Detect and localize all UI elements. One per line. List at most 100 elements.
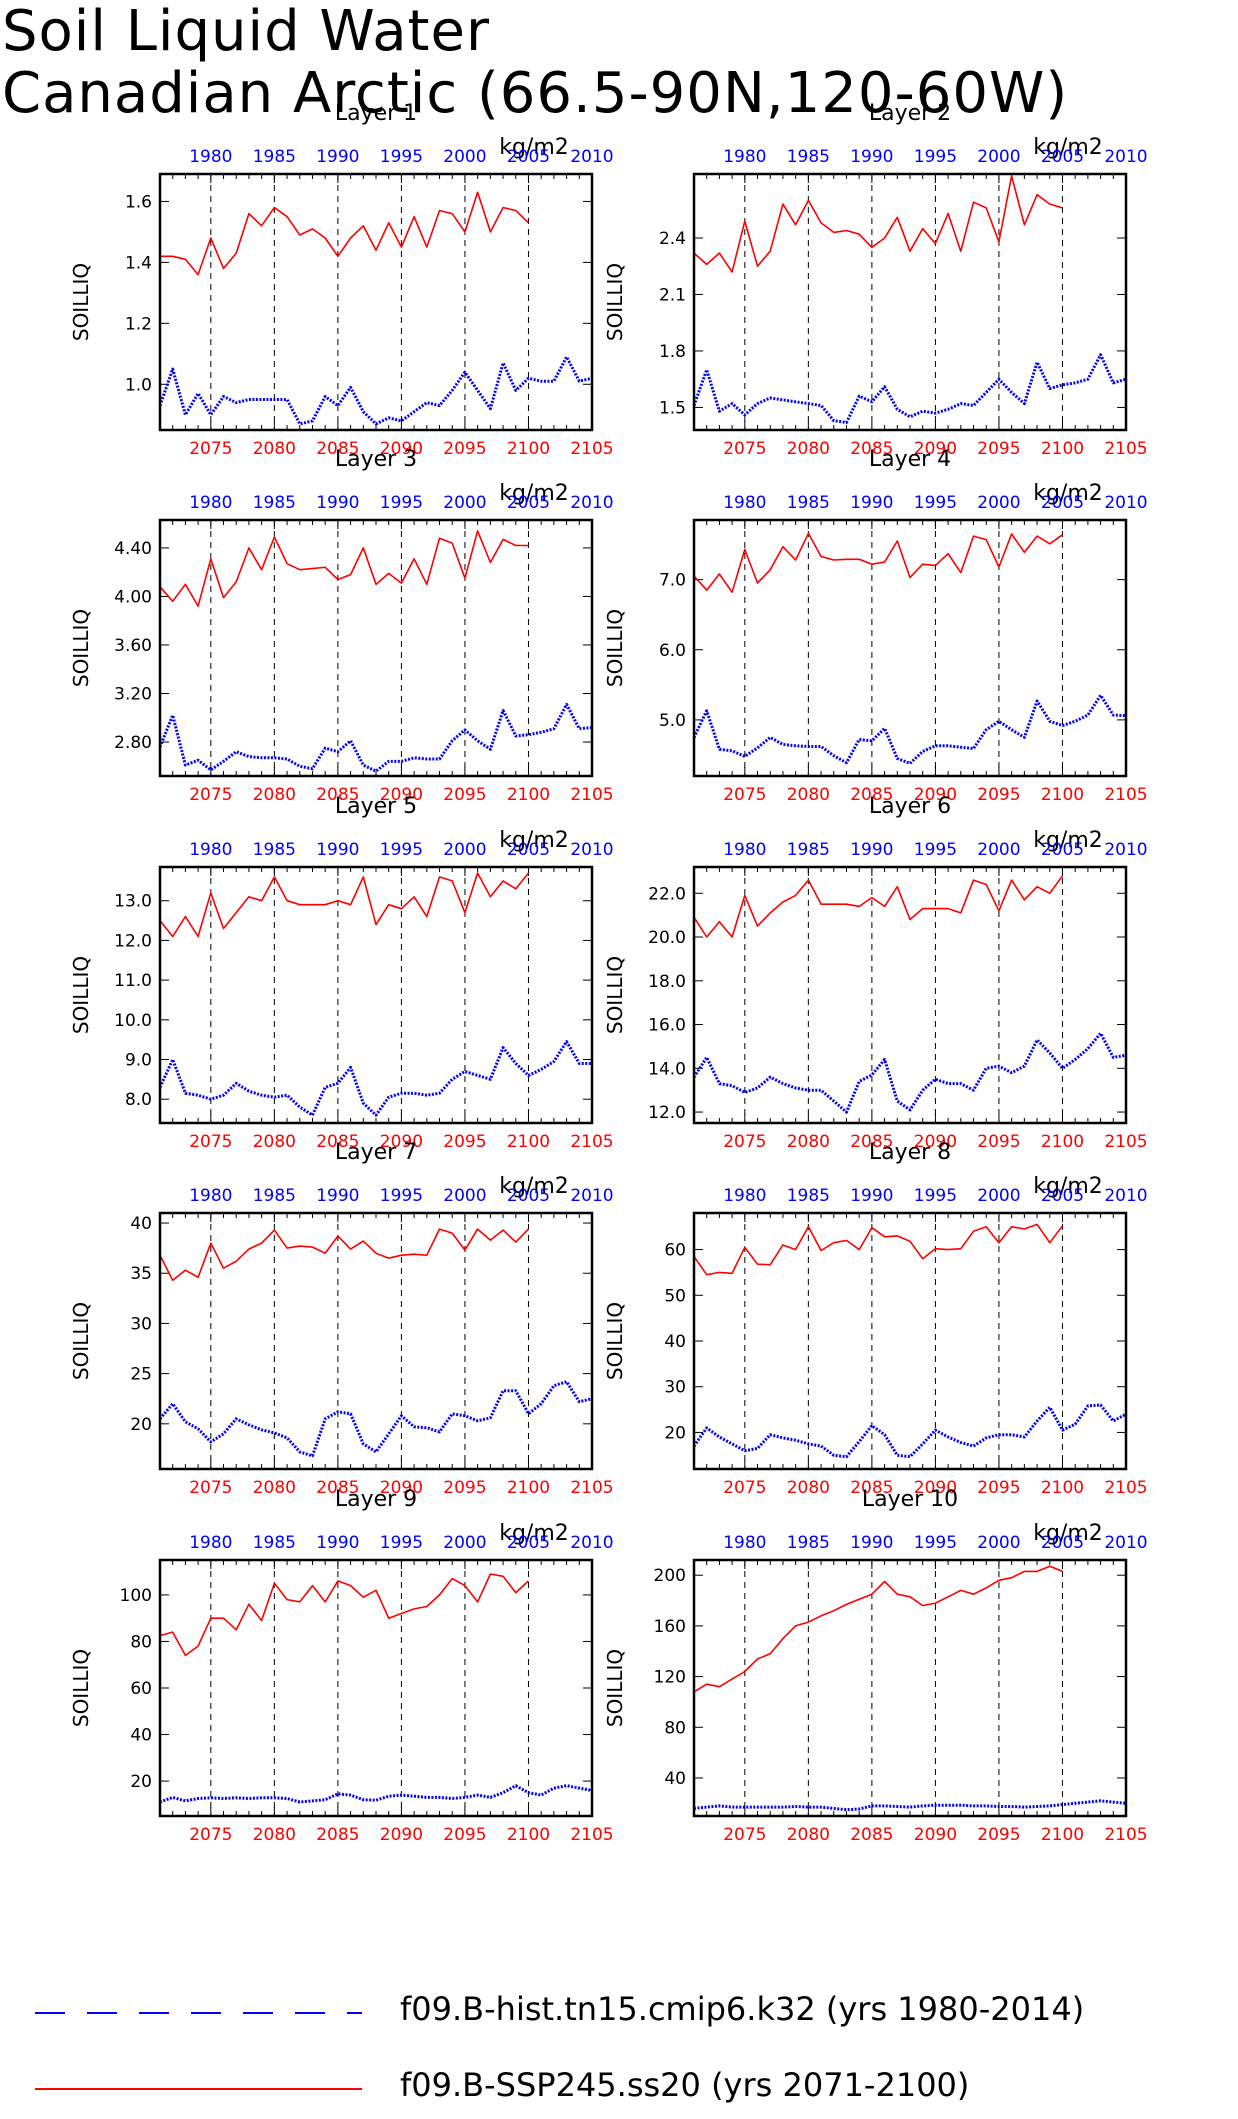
x-tick-label-top: 1985 xyxy=(787,840,830,860)
series-line-hist xyxy=(158,702,593,773)
x-tick-label-top: 2010 xyxy=(1104,1186,1147,1206)
y-tick-label: 8.0 xyxy=(125,1090,152,1110)
y-tick-label: 40 xyxy=(130,1726,152,1746)
panel-4: Layer 4 kg/m2 SOILLIQ 2075 2080 2085 2090 2095 2… xyxy=(603,447,1148,805)
x-tick-label-top: 1990 xyxy=(850,147,893,167)
y-tick-label: 3.20 xyxy=(114,684,152,704)
y-tick-label: 7.0 xyxy=(659,571,686,591)
x-tick-label-bottom: 2095 xyxy=(977,785,1020,805)
x-tick-label-bottom: 2090 xyxy=(380,1132,423,1152)
x-tick-label-top: 1995 xyxy=(380,1533,423,1553)
x-tick-label-top: 1990 xyxy=(316,147,359,167)
x-tick-label-top: 1985 xyxy=(253,493,296,513)
panel-5: Layer 5 kg/m2 SOILLIQ 2075 2080 2085 2090 2095 2… xyxy=(69,794,614,1152)
x-tick-label-top: 1980 xyxy=(189,1186,232,1206)
y-tick-label: 13.0 xyxy=(114,892,152,912)
x-tick-label-top: 1995 xyxy=(914,1186,957,1206)
series-line-ssp xyxy=(159,1228,530,1282)
figure-title-line-2: Canadian Arctic (66.5-90N,120-60W) xyxy=(2,61,1069,126)
series-line-hist xyxy=(692,1403,1127,1459)
series-line-ssp xyxy=(693,1223,1064,1276)
y-tick-label: 1.4 xyxy=(125,253,152,273)
y-tick-label: 20 xyxy=(130,1415,152,1435)
x-tick-label-top: 1980 xyxy=(189,493,232,513)
units-label: kg/m2 xyxy=(499,135,569,160)
x-tick-label-bottom: 2100 xyxy=(507,1132,550,1152)
x-tick-label-bottom: 2090 xyxy=(380,1478,423,1498)
x-tick-label-bottom: 2105 xyxy=(1104,785,1147,805)
x-tick-label-bottom: 2080 xyxy=(787,439,830,459)
y-tick-label: 200 xyxy=(654,1566,686,1586)
panel-title: Layer 1 xyxy=(335,101,417,126)
x-tick-label-top: 2010 xyxy=(1104,493,1147,513)
x-tick-label-top: 2000 xyxy=(443,493,486,513)
x-tick-label-top: 2010 xyxy=(1104,1533,1147,1553)
figure-title-line-1: Soil Liquid Water xyxy=(2,0,490,64)
x-tick-label-top: 1980 xyxy=(723,147,766,167)
x-tick-label-top: 2005 xyxy=(1041,1186,1084,1206)
x-tick-label-bottom: 2090 xyxy=(914,1825,957,1845)
y-tick-label: 1.6 xyxy=(125,192,152,212)
series-line-ssp xyxy=(693,532,1063,594)
x-tick-label-bottom: 2090 xyxy=(914,1478,957,1498)
x-tick-label-top: 2010 xyxy=(1104,840,1147,860)
series-line-ssp xyxy=(159,530,529,607)
y-tick-label: 9.0 xyxy=(125,1050,152,1070)
x-tick-label-bottom: 2095 xyxy=(977,1825,1020,1845)
y-tick-label: 12.0 xyxy=(114,931,152,951)
plot-frame xyxy=(692,1211,1128,1471)
x-tick-label-bottom: 2075 xyxy=(723,785,766,805)
y-tick-label: 6.0 xyxy=(659,641,686,661)
x-tick-label-bottom: 2100 xyxy=(1041,439,1084,459)
x-tick-label-top: 2000 xyxy=(977,840,1020,860)
plot-frame xyxy=(158,865,594,1125)
x-tick-label-bottom: 2100 xyxy=(507,1825,550,1845)
x-tick-label-top: 2005 xyxy=(507,1533,550,1553)
x-tick-label-bottom: 2085 xyxy=(850,785,893,805)
x-tick-label-bottom: 2075 xyxy=(189,1825,232,1845)
panel-title: Layer 4 xyxy=(869,447,951,472)
x-tick-label-top: 2000 xyxy=(977,1533,1020,1553)
y-tick-label: 30 xyxy=(130,1314,152,1334)
x-tick-label-top: 2005 xyxy=(507,1186,550,1206)
x-tick-label-top: 1985 xyxy=(787,1186,830,1206)
y-tick-label: 11.0 xyxy=(114,971,152,991)
y-tick-label: 3.60 xyxy=(114,636,152,656)
panel-1: Layer 1 kg/m2 SOILLIQ 2075 2080 2085 2090 2095 2… xyxy=(69,101,614,459)
x-tick-label-top: 1980 xyxy=(723,840,766,860)
panel-title: Layer 8 xyxy=(869,1140,951,1165)
x-tick-label-top: 2010 xyxy=(570,1186,613,1206)
units-label: kg/m2 xyxy=(499,828,569,853)
y-tick-label: 60 xyxy=(664,1241,686,1261)
series-line-hist xyxy=(692,353,1127,424)
y-tick-label: 20.0 xyxy=(648,928,686,948)
x-tick-label-top: 1985 xyxy=(787,493,830,513)
panel-7: Layer 7 kg/m2 SOILLIQ 2075 2080 2085 2090 2095 2… xyxy=(69,1140,614,1498)
x-tick-label-bottom: 2095 xyxy=(443,1478,486,1498)
panel-2: Layer 2 kg/m2 SOILLIQ 2075 2080 2085 2090 2095 2… xyxy=(603,101,1148,459)
y-tick-label: 2.4 xyxy=(659,229,686,249)
legend-swatch-ssp xyxy=(35,2088,362,2090)
x-tick-label-bottom: 2090 xyxy=(380,439,423,459)
units-label: kg/m2 xyxy=(1033,1521,1103,1546)
units-label: kg/m2 xyxy=(1033,135,1103,160)
x-tick-label-bottom: 2080 xyxy=(253,785,296,805)
units-label: kg/m2 xyxy=(1033,828,1103,853)
y-tick-label: 50 xyxy=(664,1286,686,1306)
x-tick-label-bottom: 2105 xyxy=(1104,1478,1147,1498)
x-tick-label-top: 2005 xyxy=(1041,1533,1084,1553)
x-tick-label-bottom: 2100 xyxy=(1041,1478,1084,1498)
x-tick-label-bottom: 2105 xyxy=(1104,1132,1147,1152)
x-tick-label-bottom: 2080 xyxy=(253,1825,296,1845)
y-axis-label: SOILLIQ xyxy=(69,609,93,687)
series-line-hist xyxy=(692,693,1127,765)
y-tick-label: 25 xyxy=(130,1365,152,1385)
x-tick-label-top: 2005 xyxy=(507,493,550,513)
x-tick-label-top: 1990 xyxy=(316,1186,359,1206)
y-tick-label: 22.0 xyxy=(648,884,686,904)
x-tick-label-top: 1985 xyxy=(787,1533,830,1553)
x-tick-label-bottom: 2090 xyxy=(914,439,957,459)
y-axis-label: SOILLIQ xyxy=(603,1649,627,1727)
units-label: kg/m2 xyxy=(1033,481,1103,506)
units-label: kg/m2 xyxy=(499,1521,569,1546)
